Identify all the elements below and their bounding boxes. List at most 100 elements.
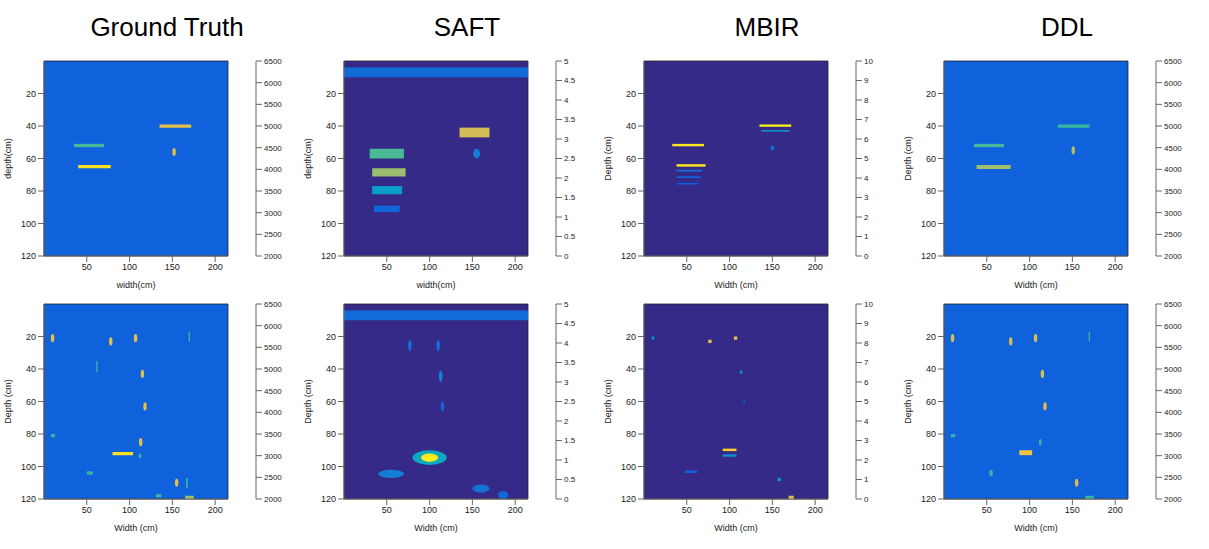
svg-text:4000: 4000 bbox=[1164, 408, 1182, 417]
svg-text:200: 200 bbox=[1108, 262, 1123, 272]
svg-text:100: 100 bbox=[21, 462, 36, 472]
svg-text:4: 4 bbox=[564, 96, 569, 105]
svg-text:100: 100 bbox=[321, 219, 336, 229]
svg-text:120: 120 bbox=[921, 251, 936, 261]
svg-text:2: 2 bbox=[564, 174, 569, 183]
svg-text:100: 100 bbox=[921, 219, 936, 229]
svg-text:5000: 5000 bbox=[1164, 122, 1182, 131]
svg-text:4: 4 bbox=[864, 174, 869, 183]
svg-text:2000: 2000 bbox=[264, 252, 282, 261]
svg-text:200: 200 bbox=[208, 505, 223, 515]
svg-text:200: 200 bbox=[1108, 505, 1123, 515]
svg-text:6500: 6500 bbox=[1164, 57, 1182, 66]
svg-text:150: 150 bbox=[465, 262, 480, 272]
svg-text:1.5: 1.5 bbox=[564, 193, 576, 202]
svg-text:6500: 6500 bbox=[264, 57, 282, 66]
svg-text:50: 50 bbox=[982, 262, 992, 272]
svg-text:100: 100 bbox=[122, 262, 137, 272]
svg-text:1: 1 bbox=[564, 456, 569, 465]
svg-text:3500: 3500 bbox=[264, 187, 282, 196]
svg-text:4500: 4500 bbox=[1164, 387, 1182, 396]
svg-text:5: 5 bbox=[864, 397, 869, 406]
svg-text:100: 100 bbox=[621, 219, 636, 229]
svg-text:60: 60 bbox=[626, 154, 636, 164]
svg-text:2500: 2500 bbox=[1164, 473, 1182, 482]
svg-text:120: 120 bbox=[921, 494, 936, 504]
svg-text:9: 9 bbox=[864, 319, 869, 328]
svg-text:2500: 2500 bbox=[264, 230, 282, 239]
svg-text:0: 0 bbox=[564, 495, 569, 504]
svg-text:0: 0 bbox=[864, 252, 869, 261]
svg-text:40: 40 bbox=[326, 121, 336, 131]
svg-text:7: 7 bbox=[864, 115, 869, 124]
svg-text:100: 100 bbox=[422, 505, 437, 515]
svg-text:6: 6 bbox=[864, 378, 869, 387]
svg-text:120: 120 bbox=[321, 494, 336, 504]
svg-text:20: 20 bbox=[26, 332, 36, 342]
svg-text:5000: 5000 bbox=[264, 365, 282, 374]
svg-text:20: 20 bbox=[326, 89, 336, 99]
svg-text:6000: 6000 bbox=[264, 322, 282, 331]
svg-text:5: 5 bbox=[564, 300, 569, 309]
svg-text:150: 150 bbox=[1065, 505, 1080, 515]
svg-text:120: 120 bbox=[21, 251, 36, 261]
svg-text:2000: 2000 bbox=[1164, 495, 1182, 504]
svg-text:40: 40 bbox=[626, 121, 636, 131]
svg-text:20: 20 bbox=[926, 332, 936, 342]
svg-text:100: 100 bbox=[122, 505, 137, 515]
svg-text:Depth (cm): Depth (cm) bbox=[603, 136, 613, 181]
svg-text:Depth (cm): Depth (cm) bbox=[603, 379, 613, 424]
svg-text:4500: 4500 bbox=[264, 144, 282, 153]
svg-text:100: 100 bbox=[1022, 262, 1037, 272]
svg-text:Width (cm): Width (cm) bbox=[714, 523, 758, 533]
svg-text:50: 50 bbox=[82, 262, 92, 272]
svg-text:Width (cm): Width (cm) bbox=[414, 523, 458, 533]
svg-text:2000: 2000 bbox=[1164, 252, 1182, 261]
svg-text:150: 150 bbox=[1065, 262, 1080, 272]
svg-text:2.5: 2.5 bbox=[564, 154, 576, 163]
svg-text:0: 0 bbox=[864, 495, 869, 504]
svg-text:120: 120 bbox=[621, 494, 636, 504]
svg-text:4500: 4500 bbox=[264, 387, 282, 396]
svg-text:80: 80 bbox=[326, 429, 336, 439]
svg-text:80: 80 bbox=[26, 429, 36, 439]
svg-text:0.5: 0.5 bbox=[564, 232, 576, 241]
svg-text:200: 200 bbox=[808, 262, 823, 272]
svg-text:3: 3 bbox=[864, 193, 869, 202]
svg-text:1: 1 bbox=[564, 213, 569, 222]
svg-text:200: 200 bbox=[208, 262, 223, 272]
svg-text:40: 40 bbox=[26, 364, 36, 374]
svg-text:4: 4 bbox=[564, 339, 569, 348]
svg-text:Width (cm): Width (cm) bbox=[1014, 523, 1058, 533]
svg-text:6500: 6500 bbox=[264, 300, 282, 309]
svg-text:150: 150 bbox=[465, 505, 480, 515]
svg-text:3.5: 3.5 bbox=[564, 358, 576, 367]
svg-text:120: 120 bbox=[321, 251, 336, 261]
svg-text:2.5: 2.5 bbox=[564, 397, 576, 406]
svg-text:Depth (cm): Depth (cm) bbox=[3, 379, 13, 424]
svg-text:20: 20 bbox=[626, 89, 636, 99]
svg-text:10: 10 bbox=[864, 300, 873, 309]
svg-text:50: 50 bbox=[382, 262, 392, 272]
svg-text:5: 5 bbox=[564, 57, 569, 66]
svg-text:5500: 5500 bbox=[264, 100, 282, 109]
svg-text:100: 100 bbox=[921, 462, 936, 472]
svg-text:20: 20 bbox=[626, 332, 636, 342]
svg-text:2500: 2500 bbox=[1164, 230, 1182, 239]
svg-text:4000: 4000 bbox=[1164, 165, 1182, 174]
svg-text:4.5: 4.5 bbox=[564, 76, 576, 85]
svg-text:40: 40 bbox=[926, 364, 936, 374]
svg-text:Depth (cm): Depth (cm) bbox=[903, 136, 913, 181]
svg-text:40: 40 bbox=[326, 364, 336, 374]
svg-text:0: 0 bbox=[564, 252, 569, 261]
svg-text:width(cm): width(cm) bbox=[415, 280, 455, 290]
svg-text:5500: 5500 bbox=[1164, 343, 1182, 352]
svg-text:60: 60 bbox=[926, 154, 936, 164]
svg-text:2: 2 bbox=[864, 213, 869, 222]
svg-text:60: 60 bbox=[26, 154, 36, 164]
svg-text:120: 120 bbox=[21, 494, 36, 504]
svg-text:depth(cm): depth(cm) bbox=[3, 138, 13, 179]
svg-text:100: 100 bbox=[422, 262, 437, 272]
svg-text:40: 40 bbox=[26, 121, 36, 131]
svg-text:100: 100 bbox=[722, 262, 737, 272]
